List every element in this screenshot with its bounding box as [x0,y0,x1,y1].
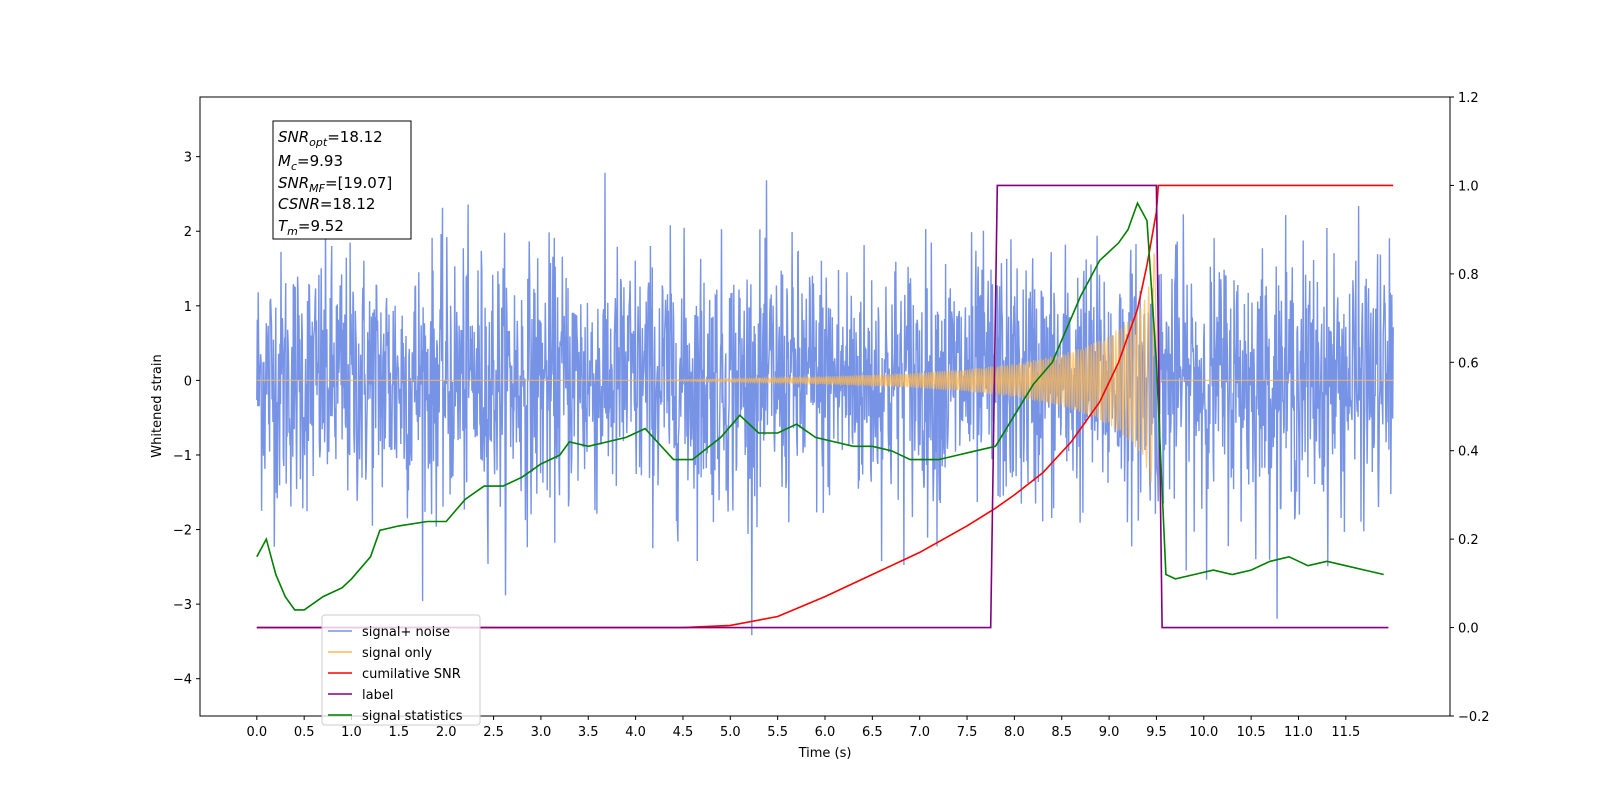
x-tick-label: 9.5 [1146,725,1167,740]
y-tick-label: −1 [173,449,192,464]
y2-tick-label: 0.0 [1458,622,1479,637]
x-tick-label: 0.0 [246,725,267,740]
annotation-csnr: CSNR=18.12 [278,195,375,213]
legend: signal+ noise signal only cumilative SNR la… [321,614,481,726]
x-tick-label: 1.5 [389,725,410,740]
x-tick-label: 3.5 [578,725,599,740]
y-tick-label: −3 [173,598,192,613]
annotation-tm: Tm=9.52 [278,217,344,238]
x-tick-label: 7.5 [957,725,978,740]
x-tick-label: 7.0 [909,725,930,740]
annotation-mc-value: =9.93 [297,152,343,170]
annotation-snr-opt: SNRopt=18.12 [278,128,383,149]
x-tick-label: 3.0 [531,725,552,740]
x-tick-label: 6.0 [815,725,836,740]
x-tick-label: 4.0 [625,725,646,740]
series-cumulative-snr-line [256,184,1394,629]
legend-label: signal+ noise [362,625,450,640]
y-tick-label: 0 [184,374,192,389]
x-tick-label: 5.0 [720,725,741,740]
annotation-snr-mf-value: =[19.07] [325,174,392,192]
series-signal-statistics-line [256,201,1384,611]
y2-tick-label: −0.2 [1458,710,1490,725]
annotation-mc: Mc=9.93 [278,152,343,173]
y2-tick-label: 0.6 [1458,356,1479,371]
annotation-snr-opt-value: =18.12 [327,128,383,146]
y-tick-label: −2 [173,524,192,539]
x-axis-label: Time (s) [798,746,852,761]
axes-layer: 0.0 0.5 1.0 1.5 2.0 2.5 3.0 3.5 4.0 4.5 5.0 5.5 6.0 6… [173,91,1490,740]
series-signal-only-line [256,253,1394,483]
legend-label: label [362,688,393,703]
x-tick-label: 8.5 [1051,725,1072,740]
annotation-box: SNRopt=18.12 Mc=9.93 SNRMF=[19.07] CSNR=… [272,120,412,240]
y-tick-label: 2 [184,225,192,240]
x-tick-label: 2.5 [483,725,504,740]
series-label-line [256,184,1389,629]
annotation-tm-value: =9.52 [298,217,344,235]
x-tick-label: 1.0 [341,725,362,740]
x-tick-label: 4.5 [673,725,694,740]
annotation-csnr-value: =18.12 [320,195,376,213]
y-tick-label: −4 [173,673,192,688]
y2-tick-label: 0.2 [1458,533,1479,548]
x-tick-label: 9.0 [1099,725,1120,740]
legend-entries: signal+ noise signal only cumilative SNR la… [328,625,463,724]
y-tick-label: 1 [184,300,192,315]
y2-tick-label: 1.0 [1458,179,1479,194]
y-tick-label: 3 [184,151,192,166]
legend-frame [321,614,481,726]
x-tick-label: 6.5 [862,725,883,740]
y2-tick-label: 0.4 [1458,445,1479,460]
x-tick-label: 10.0 [1189,725,1218,740]
annotation-snr-mf: SNRMF=[19.07] [278,174,392,195]
legend-label: cumilative SNR [362,667,461,682]
x-tick-label: 10.5 [1237,725,1266,740]
x-tick-label: 11.0 [1284,725,1313,740]
series-signal-noise-line [256,172,1394,636]
x-tick-label: 0.5 [294,725,315,740]
x-tick-label: 2.0 [436,725,457,740]
annotation-frame [272,120,412,240]
x-tick-label: 5.5 [767,725,788,740]
y2-tick-label: 1.2 [1458,91,1479,106]
x-tick-label: 8.0 [1004,725,1025,740]
plot-data-layer [256,172,1394,636]
y-axis-label: Whitened strain [150,354,165,457]
legend-label: signal only [362,646,432,661]
y2-tick-label: 0.8 [1458,268,1479,283]
legend-label: signal statistics [362,709,463,724]
x-tick-label: 11.5 [1331,725,1360,740]
